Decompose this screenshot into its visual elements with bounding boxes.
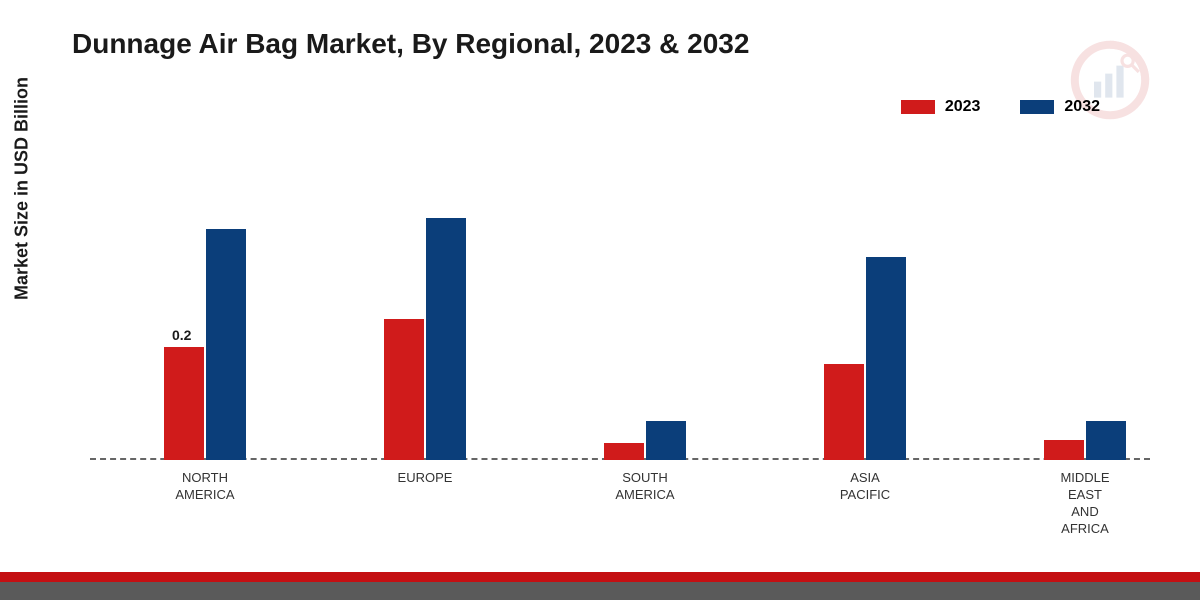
chart-title: Dunnage Air Bag Market, By Regional, 202… (72, 28, 749, 60)
bar (604, 443, 644, 460)
plot-area: 0.2 (90, 150, 1150, 460)
bar (384, 319, 424, 460)
x-axis-label: MIDDLE EAST AND AFRICA (1010, 470, 1160, 538)
bar-group (570, 421, 720, 460)
bar (646, 421, 686, 460)
legend-swatch-2023 (901, 100, 935, 114)
bar-group (790, 257, 940, 460)
x-axis-label: ASIA PACIFIC (790, 470, 940, 504)
bar (1044, 440, 1084, 460)
x-axis-label: SOUTH AMERICA (570, 470, 720, 504)
bar-value-label: 0.2 (172, 327, 191, 343)
legend-label-2032: 2032 (1064, 98, 1100, 116)
x-axis-label: EUROPE (350, 470, 500, 487)
bar (824, 364, 864, 460)
bar (866, 257, 906, 460)
bar (426, 218, 466, 460)
bar (1086, 421, 1126, 460)
bar-group: 0.2 (130, 229, 280, 460)
legend-item-2023: 2023 (901, 98, 981, 116)
x-axis-label: NORTH AMERICA (130, 470, 280, 504)
bar (164, 347, 204, 460)
footer-under-bar (0, 582, 1200, 600)
bar (206, 229, 246, 460)
legend: 2023 2032 (901, 98, 1100, 116)
legend-item-2032: 2032 (1020, 98, 1100, 116)
legend-swatch-2032 (1020, 100, 1054, 114)
bar-group (1010, 421, 1160, 460)
footer-accent-bar (0, 572, 1200, 582)
y-axis-label: Market Size in USD Billion (12, 77, 33, 300)
legend-label-2023: 2023 (945, 98, 981, 116)
bar-group (350, 218, 500, 460)
